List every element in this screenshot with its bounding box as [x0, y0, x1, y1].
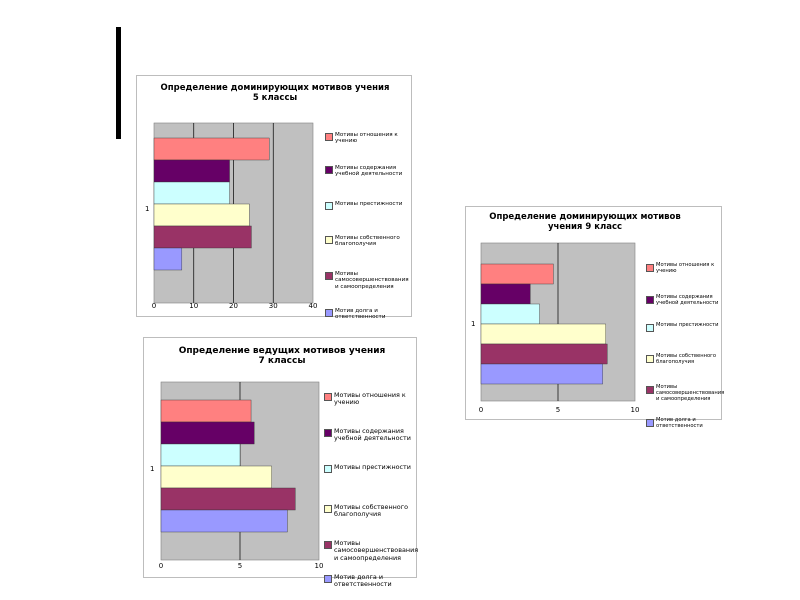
x-tick-label: 0	[152, 302, 156, 310]
legend-label: Мотив долга и ответственности	[334, 573, 392, 589]
chart-title: Определение доминирующих мотивов учения …	[489, 212, 681, 232]
bar	[480, 343, 608, 365]
legend-swatch	[324, 541, 332, 549]
x-tick-label: 40	[309, 302, 318, 310]
legend-swatch	[325, 166, 333, 174]
x-tick-label: 30	[269, 302, 278, 310]
bar	[160, 421, 255, 445]
bar	[160, 465, 272, 489]
legend-label: Мотивы содержания учебной деятельности	[335, 165, 403, 178]
bar	[153, 181, 230, 205]
bar	[480, 303, 540, 325]
legend-swatch	[325, 202, 333, 210]
legend-swatch	[646, 386, 654, 394]
legend-swatch	[646, 355, 654, 363]
x-tick-label: 10	[189, 302, 198, 310]
legend-label: Мотивы содержания учебной деятельности	[334, 427, 411, 443]
legend-label: Мотивы престижности	[334, 463, 411, 471]
chart-title: Определение доминирующих мотивов учения …	[160, 83, 390, 103]
bar	[160, 443, 241, 467]
chart-grade9: Определение доминирующих мотивов учения …	[465, 206, 725, 429]
x-tick-label: 5	[556, 406, 560, 414]
legend-label: Мотивы отношения к учению	[334, 391, 406, 407]
legend-label: Мотивы собственного благополучия	[335, 235, 400, 248]
chart-plot: 0 5 10 1	[150, 381, 324, 570]
x-tick-label: 20	[229, 302, 238, 310]
bar	[160, 509, 288, 533]
legend-swatch	[324, 429, 332, 437]
legend-swatch	[324, 505, 332, 513]
legend-swatch	[325, 272, 333, 280]
y-category-label: 1	[150, 465, 154, 473]
bar	[480, 283, 531, 305]
x-tick-label: 5	[238, 562, 242, 570]
bar	[153, 203, 250, 227]
legend-swatch	[324, 393, 332, 401]
bar	[480, 363, 603, 385]
legend-label: Мотив долга и ответственности	[656, 417, 703, 429]
chart-plot: 0 5 10 1	[471, 242, 640, 414]
vertical-divider	[116, 27, 121, 139]
y-category-label: 1	[471, 320, 475, 328]
bar	[160, 399, 252, 423]
dark-teal-dot	[14, 74, 32, 92]
bar	[480, 263, 554, 285]
legend-swatch	[646, 419, 654, 427]
legend-label: Мотивы собственного благополучия	[656, 353, 717, 365]
bar	[153, 137, 270, 161]
bar	[480, 323, 606, 345]
legend-swatch	[324, 575, 332, 583]
legend-swatch	[646, 264, 654, 272]
chart-plot: 0 10 20 30 40 1	[145, 122, 318, 310]
legend-label: Мотив долга и ответственности	[335, 308, 386, 321]
y-category-label: 1	[145, 205, 149, 213]
x-tick-label: 0	[479, 406, 483, 414]
legend-swatch	[325, 133, 333, 141]
legend-label: Мотивы отношения к учению	[656, 262, 715, 274]
legend-label: Мотивы самосовершенствования и самоопред…	[335, 271, 409, 290]
legend-label: Мотивы престижности	[656, 322, 719, 328]
bar	[153, 225, 252, 249]
legend-label: Мотивы собственного благополучия	[334, 503, 408, 519]
bar	[153, 159, 230, 183]
bar	[153, 247, 183, 271]
legend-label: Мотивы самосовершенствования и самоопред…	[656, 384, 725, 402]
x-tick-label: 10	[315, 562, 324, 570]
x-tick-label: 10	[631, 406, 640, 414]
legend-label: Мотивы отношения к учению	[335, 132, 398, 145]
legend-label: Мотивы содержания учебной деятельности	[656, 294, 719, 306]
legend-swatch	[324, 465, 332, 473]
legend-swatch	[646, 296, 654, 304]
legend-swatch	[325, 309, 333, 317]
bar	[160, 487, 296, 511]
gray-dot	[82, 74, 100, 92]
legend-swatch	[646, 324, 654, 332]
legend-swatch	[325, 236, 333, 244]
chart-grade5: Определение доминирующих мотивов учения …	[136, 75, 412, 320]
chart-title: Определение ведущих мотивов учения 7 кла…	[178, 346, 386, 367]
legend-label: Мотивы самосовершенствования и самоопред…	[334, 539, 419, 562]
light-teal-dot	[48, 74, 66, 92]
x-tick-label: 0	[159, 562, 163, 570]
legend-label: Мотивы престижности	[335, 201, 403, 207]
chart-grade7: Определение ведущих мотивов учения 7 кла…	[143, 337, 419, 588]
